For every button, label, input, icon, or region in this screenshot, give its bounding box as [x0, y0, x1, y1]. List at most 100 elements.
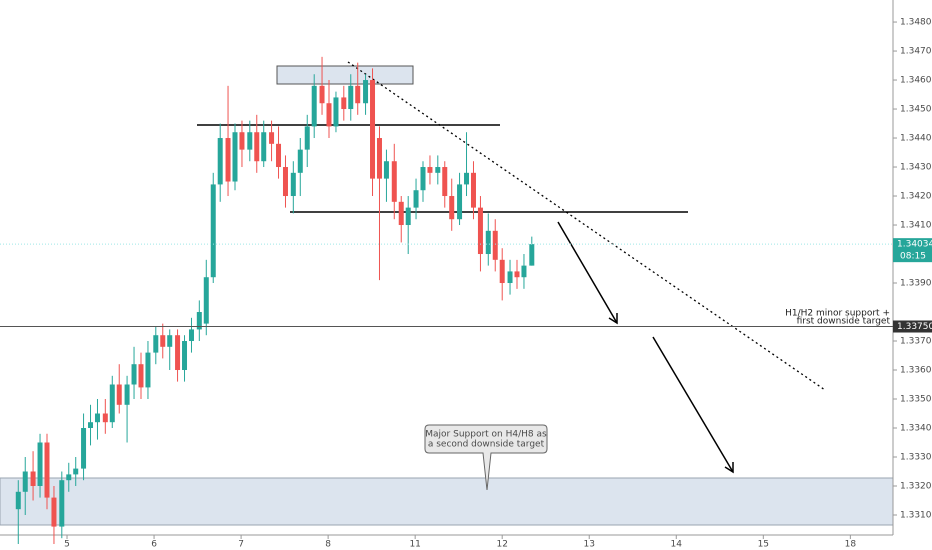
candle-body: [326, 103, 332, 127]
candle-body: [477, 207, 483, 255]
callout-text: Major Support on H4/H8 as: [425, 430, 547, 440]
y-tick-label: 1.34400: [900, 134, 932, 144]
candle-body: [203, 277, 209, 324]
price-tag-label: 1.33750: [897, 322, 932, 332]
candle-body: [282, 167, 288, 197]
last-price-label: 1.34034: [897, 240, 932, 250]
candle-body: [15, 491, 21, 510]
y-tick-label: 1.34700: [900, 47, 932, 57]
candle-body: [290, 172, 296, 197]
x-tick-label: 15: [758, 540, 769, 550]
candle-body: [94, 413, 100, 423]
candle-body: [370, 80, 376, 179]
candle-body: [427, 167, 433, 173]
candle-body: [225, 138, 231, 182]
candle-body: [304, 126, 310, 150]
candle-body: [464, 172, 470, 185]
y-tick-label: 1.34500: [900, 105, 932, 115]
candle-body: [499, 259, 505, 284]
y-tick-label: 1.33400: [900, 424, 932, 434]
candle-body: [88, 422, 94, 428]
candle-body: [398, 201, 404, 226]
candle-body: [485, 230, 491, 255]
candle-body: [391, 161, 397, 202]
y-tick-label: 1.34600: [900, 76, 932, 86]
candle-body: [254, 132, 260, 162]
candle-body: [160, 335, 166, 347]
candle-body: [210, 184, 216, 278]
y-tick-label: 1.34800: [900, 18, 932, 28]
support-zone: [0, 477, 894, 526]
candle-body: [297, 149, 303, 173]
candle-body: [269, 132, 275, 144]
candle-body: [66, 474, 72, 481]
arrow: [557, 221, 618, 324]
x-tick-label: 13: [584, 540, 595, 550]
candle-body: [175, 335, 181, 371]
countdown: 08:15: [900, 252, 926, 262]
candle-body: [363, 80, 369, 104]
candle-body: [276, 143, 282, 168]
candle-body: [239, 132, 245, 150]
last-price-tag: [893, 238, 932, 263]
y-tick-label: 1.33300: [900, 452, 932, 462]
x-tick-label: 7: [238, 540, 244, 550]
candle-body: [507, 271, 513, 284]
x-tick-label: 6: [151, 540, 157, 550]
resistance-box: [276, 65, 414, 85]
y-tick-label: 1.33600: [900, 366, 932, 376]
candle-body: [470, 172, 476, 208]
y-tick-label: 1.33700: [900, 337, 932, 347]
candle-body: [449, 196, 455, 220]
candle-body: [355, 85, 361, 104]
arrow-head: [608, 313, 618, 325]
x-tick-label: 8: [325, 540, 331, 550]
candle-body: [529, 244, 535, 266]
y-tick-label: 1.34100: [900, 221, 932, 231]
arrow: [652, 336, 734, 473]
candle-body: [102, 413, 108, 423]
x-tick-label: 18: [845, 540, 857, 550]
candle-body: [145, 352, 151, 388]
y-tick-label: 1.34300: [900, 163, 932, 173]
candle-body: [196, 312, 202, 330]
arrow-head: [724, 462, 734, 474]
callout-text: a second downside target: [428, 440, 545, 450]
callout: [424, 424, 548, 491]
candle-body: [73, 468, 79, 475]
candle-body: [232, 132, 238, 182]
candle-body: [348, 85, 354, 110]
candle-body: [435, 167, 441, 173]
candle-body: [37, 442, 43, 486]
y-tick-label: 1.33900: [900, 279, 932, 289]
candle-body: [182, 341, 188, 371]
price-tag: [893, 320, 932, 333]
y-tick-label: 1.33200: [900, 481, 932, 491]
candle-body: [59, 480, 65, 527]
candle-body: [44, 442, 50, 498]
arrows: [557, 221, 734, 474]
candle-body: [333, 97, 339, 127]
candle-body: [167, 335, 173, 347]
candle-body: [131, 364, 137, 385]
y-tick-label: 1.33100: [900, 510, 932, 520]
candle-body: [81, 428, 87, 469]
candle-body: [457, 184, 463, 220]
x-tick-label: 5: [64, 540, 70, 550]
candle-body: [217, 138, 223, 185]
candle-body: [261, 132, 267, 162]
candle-body: [420, 167, 426, 191]
candle-body: [138, 364, 144, 388]
candle-body: [247, 132, 253, 150]
y-tick-label: 1.34200: [900, 192, 932, 202]
candle-body: [376, 138, 382, 179]
candle-body: [22, 471, 28, 492]
x-tick-label: 14: [671, 540, 683, 550]
candle-body: [341, 97, 347, 110]
x-tick-label: 11: [409, 540, 420, 550]
candle-body: [514, 271, 520, 278]
trend-line: [347, 61, 826, 391]
candle-body: [442, 167, 448, 197]
candle-body: [319, 85, 325, 104]
